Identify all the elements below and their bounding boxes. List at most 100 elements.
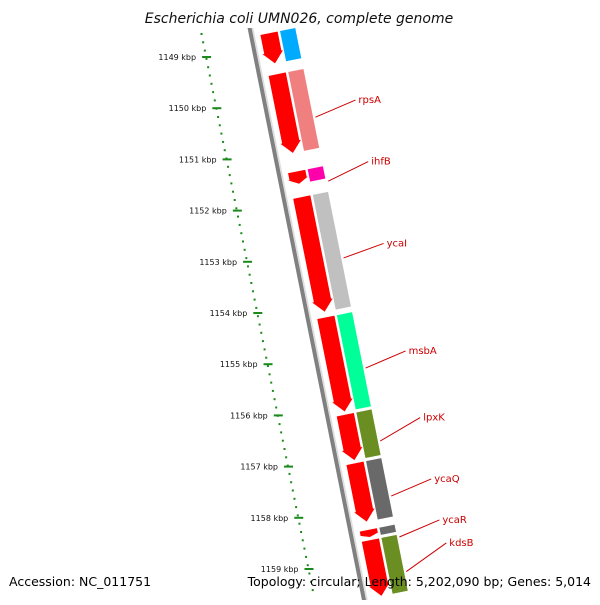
title-backdrop xyxy=(0,0,600,28)
gene-block xyxy=(336,311,372,411)
ruler-dot xyxy=(255,306,258,309)
gene-block xyxy=(287,68,320,152)
ruler-dot xyxy=(202,41,205,44)
gene-leader-line xyxy=(391,478,432,497)
cds-arrow xyxy=(259,30,285,65)
cds-track xyxy=(249,0,391,597)
gene-label: ycaI xyxy=(387,238,408,249)
ruler-tick-label: 1152 kbp xyxy=(189,207,227,216)
cds-arrow xyxy=(292,194,334,313)
genome-stats-text: Topology: circular; Length: 5,202,090 bp… xyxy=(247,574,591,589)
ruler-tick-label: 1150 kbp xyxy=(169,104,207,113)
ruler-dot xyxy=(290,481,293,484)
ruler-dot xyxy=(298,522,301,525)
ruler-tick-label: 1158 kbp xyxy=(251,514,289,523)
ruler-dot xyxy=(280,431,283,434)
gene-block xyxy=(355,408,382,459)
cds-arrow xyxy=(361,537,391,597)
ruler-dot xyxy=(207,66,210,69)
ruler-dot xyxy=(227,165,230,168)
ruler-tick-label: 1156 kbp xyxy=(230,411,268,420)
gene-label: ycaR xyxy=(442,515,467,526)
cds-arrow xyxy=(358,527,381,538)
ruler-dot xyxy=(268,373,271,376)
gene-track xyxy=(269,0,409,595)
ruler-dot xyxy=(258,323,261,326)
ruler-dot xyxy=(270,381,273,384)
gene-block xyxy=(378,524,397,536)
gene-block xyxy=(307,165,326,183)
accession-text: Accession: NC_011751 xyxy=(9,574,152,589)
ruler-tick-label: 1154 kbp xyxy=(210,309,248,318)
ruler-dot xyxy=(308,572,311,575)
ruler-dot xyxy=(283,448,286,450)
ruler-dot xyxy=(210,82,213,85)
ruler-dot xyxy=(310,580,313,583)
ruler-dot xyxy=(295,506,298,509)
ruler-dot xyxy=(303,547,306,550)
ruler-dot xyxy=(200,33,203,35)
gene-label: rpsA xyxy=(358,95,381,106)
ruler-dot xyxy=(251,290,254,293)
gene-label: lpxK xyxy=(423,413,445,424)
cds-arrow xyxy=(287,169,309,185)
ruler-dot xyxy=(235,207,238,210)
ruler-dot xyxy=(243,248,246,251)
ruler-dot xyxy=(205,57,208,60)
gene-leader-line xyxy=(406,542,447,572)
ruler-dot xyxy=(220,132,223,135)
ruler-dot xyxy=(285,456,288,459)
ruler-dot xyxy=(311,589,314,592)
ruler-dot xyxy=(291,489,294,492)
ruler-dot xyxy=(305,555,308,558)
ruler-dot xyxy=(238,223,241,226)
ruler-dot xyxy=(261,340,264,343)
ruler-dot xyxy=(232,190,235,193)
ruler-dot xyxy=(203,49,206,52)
ruler-dot xyxy=(233,199,236,201)
ruler-tick-label: 1159 kbp xyxy=(261,565,299,574)
ruler-dot xyxy=(245,257,248,260)
gene-leader-line xyxy=(328,161,369,182)
ruler-dot xyxy=(212,91,215,94)
gene-label: ihfB xyxy=(371,157,391,168)
ruler-dot xyxy=(288,472,291,475)
ruler-dot xyxy=(256,315,259,318)
ruler-dot xyxy=(263,348,266,351)
ruler-dot xyxy=(242,240,244,243)
gene-leader-line xyxy=(379,417,421,442)
ruler-dot xyxy=(293,497,296,500)
ruler-tick-label: 1149 kbp xyxy=(158,53,196,62)
ruler-tick-label: 1151 kbp xyxy=(179,155,217,164)
ruler-dot xyxy=(222,140,225,143)
genome-backbone xyxy=(241,0,369,605)
cds-arrow xyxy=(316,315,354,413)
ruler-dot xyxy=(217,116,220,118)
ruler-dot xyxy=(278,423,281,426)
cds-arrow xyxy=(336,412,364,461)
gene-label: ycaQ xyxy=(434,474,460,485)
cds-arrow xyxy=(345,461,376,523)
map-title: Escherichia coli UMN026, complete genome xyxy=(145,11,453,27)
ruler-dot xyxy=(253,298,256,301)
ruler-dot xyxy=(230,182,233,185)
ruler-dot xyxy=(260,331,263,334)
ruler-dot xyxy=(250,282,253,284)
ruler-dot xyxy=(218,124,221,127)
ruler-dot xyxy=(237,215,240,218)
ruler-tick-label: 1155 kbp xyxy=(220,360,258,369)
gene-block xyxy=(380,534,409,595)
ruler-dot xyxy=(296,514,299,517)
gene-leader-line xyxy=(399,519,440,538)
cds-arrow xyxy=(268,71,302,154)
ruler-dot xyxy=(281,439,284,442)
gene-label: msbA xyxy=(409,346,437,357)
backbone-shadow xyxy=(246,0,369,605)
ruler-dot xyxy=(275,406,278,409)
ruler-tick-label: 1153 kbp xyxy=(199,258,237,267)
ruler-dot xyxy=(265,356,268,359)
gene-leader-line xyxy=(365,350,406,369)
gene-labels: rpsA ihfB ycaI msbA lpxK ycaQ ycaR kdsB xyxy=(315,95,474,572)
gene-block xyxy=(279,27,302,62)
